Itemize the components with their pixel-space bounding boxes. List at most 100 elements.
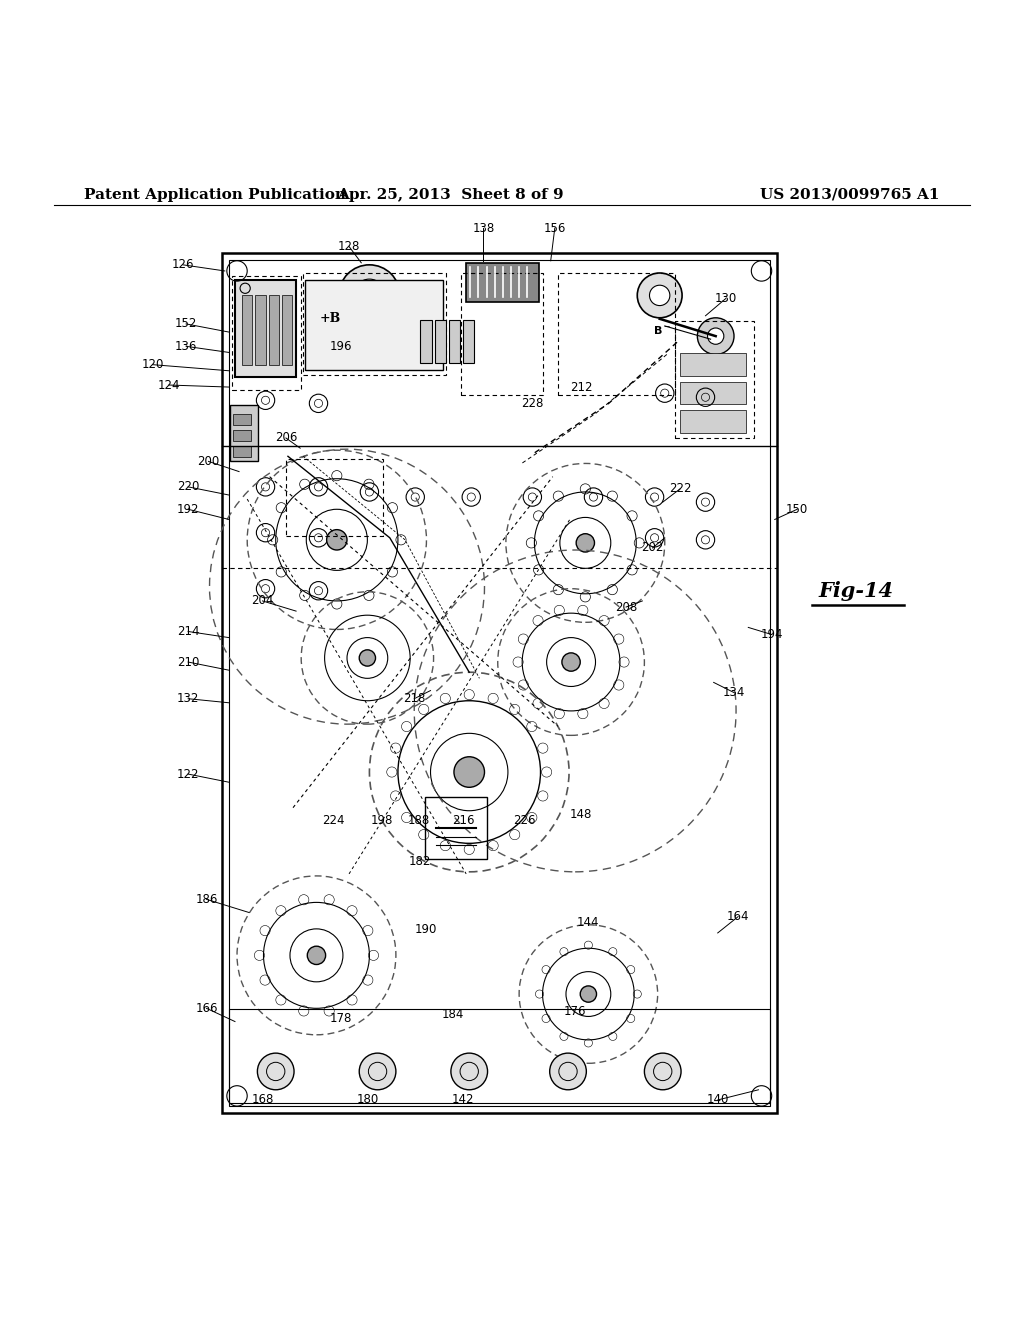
Text: 150: 150 bbox=[786, 503, 808, 516]
Text: US 2013/0099765 A1: US 2013/0099765 A1 bbox=[760, 187, 940, 202]
Text: 138: 138 bbox=[472, 222, 495, 235]
Text: 186: 186 bbox=[196, 892, 218, 906]
Circle shape bbox=[577, 533, 595, 552]
Text: 130: 130 bbox=[715, 292, 737, 305]
Text: 216: 216 bbox=[452, 814, 474, 828]
Text: Patent Application Publication: Patent Application Publication bbox=[84, 187, 346, 202]
Bar bbox=[675, 321, 755, 438]
Bar bbox=[268, 296, 279, 364]
Bar bbox=[303, 273, 445, 375]
Circle shape bbox=[581, 986, 597, 1002]
Circle shape bbox=[359, 1053, 396, 1090]
Text: 214: 214 bbox=[177, 624, 200, 638]
Text: 142: 142 bbox=[452, 1093, 474, 1106]
Text: 194: 194 bbox=[761, 628, 783, 642]
Text: 134: 134 bbox=[723, 686, 745, 700]
Text: Apr. 25, 2013  Sheet 8 of 9: Apr. 25, 2013 Sheet 8 of 9 bbox=[338, 187, 564, 202]
Text: 210: 210 bbox=[177, 656, 200, 668]
Bar bbox=[232, 413, 251, 425]
Bar bbox=[420, 319, 431, 363]
Text: 200: 200 bbox=[198, 455, 219, 467]
Text: 212: 212 bbox=[570, 380, 593, 393]
Bar bbox=[680, 381, 746, 404]
Circle shape bbox=[649, 285, 670, 306]
Bar bbox=[230, 405, 258, 462]
Bar bbox=[680, 354, 746, 376]
Bar bbox=[231, 276, 301, 391]
Text: 156: 156 bbox=[544, 222, 566, 235]
Text: 166: 166 bbox=[196, 1002, 218, 1015]
Bar bbox=[425, 797, 486, 858]
Text: 206: 206 bbox=[274, 432, 297, 445]
Circle shape bbox=[562, 653, 581, 671]
Circle shape bbox=[697, 318, 734, 355]
Text: 182: 182 bbox=[410, 855, 431, 869]
Bar bbox=[234, 280, 296, 378]
Bar bbox=[286, 459, 383, 536]
Bar bbox=[434, 319, 445, 363]
Text: 178: 178 bbox=[330, 1012, 352, 1026]
Bar bbox=[232, 430, 251, 441]
Text: 122: 122 bbox=[177, 767, 200, 780]
Bar bbox=[466, 263, 540, 301]
Bar bbox=[232, 446, 251, 457]
Circle shape bbox=[364, 289, 376, 301]
Text: 220: 220 bbox=[177, 480, 200, 494]
Circle shape bbox=[327, 529, 347, 550]
Bar bbox=[305, 280, 442, 370]
Bar bbox=[229, 1010, 770, 1104]
Bar bbox=[680, 411, 746, 433]
Text: 136: 136 bbox=[175, 339, 198, 352]
Text: +B: +B bbox=[321, 312, 341, 325]
Circle shape bbox=[637, 273, 682, 318]
Text: 128: 128 bbox=[338, 240, 360, 253]
Text: 152: 152 bbox=[175, 317, 198, 330]
Text: 140: 140 bbox=[707, 1093, 729, 1106]
Text: 132: 132 bbox=[177, 692, 200, 705]
Text: 202: 202 bbox=[641, 541, 664, 554]
Text: 168: 168 bbox=[251, 1093, 273, 1106]
Text: 164: 164 bbox=[727, 911, 750, 923]
Text: 196: 196 bbox=[330, 339, 352, 352]
Text: 228: 228 bbox=[521, 397, 544, 409]
Circle shape bbox=[454, 756, 484, 787]
Circle shape bbox=[550, 1053, 587, 1090]
Text: 190: 190 bbox=[415, 924, 436, 936]
Text: 188: 188 bbox=[408, 814, 429, 828]
Text: 144: 144 bbox=[578, 916, 600, 929]
Text: Fig-14: Fig-14 bbox=[819, 581, 894, 601]
Bar bbox=[282, 296, 292, 364]
Bar bbox=[558, 273, 675, 395]
Text: 176: 176 bbox=[564, 1005, 587, 1018]
Text: 224: 224 bbox=[323, 814, 345, 828]
Circle shape bbox=[353, 279, 386, 312]
Bar bbox=[255, 296, 265, 364]
Text: 126: 126 bbox=[172, 259, 195, 272]
Circle shape bbox=[359, 649, 376, 667]
Circle shape bbox=[644, 1053, 681, 1090]
Text: 120: 120 bbox=[141, 358, 164, 371]
Bar bbox=[463, 319, 474, 363]
Text: 180: 180 bbox=[356, 1093, 379, 1106]
Circle shape bbox=[708, 327, 724, 345]
Bar bbox=[242, 296, 252, 364]
Circle shape bbox=[307, 946, 326, 965]
Bar bbox=[461, 273, 543, 395]
Bar bbox=[222, 252, 777, 1113]
Text: 204: 204 bbox=[251, 594, 273, 607]
Bar bbox=[449, 319, 460, 363]
Text: 208: 208 bbox=[615, 601, 637, 614]
Text: 222: 222 bbox=[669, 482, 691, 495]
Text: 192: 192 bbox=[177, 503, 200, 516]
Text: 198: 198 bbox=[371, 814, 393, 828]
Bar bbox=[229, 260, 770, 1106]
Text: B$^-$: B$^-$ bbox=[652, 325, 671, 337]
Text: 124: 124 bbox=[158, 379, 180, 392]
Text: 218: 218 bbox=[403, 692, 425, 705]
Circle shape bbox=[339, 265, 400, 326]
Text: 184: 184 bbox=[441, 1008, 464, 1020]
Text: 226: 226 bbox=[513, 814, 536, 828]
Text: 148: 148 bbox=[570, 808, 593, 821]
Circle shape bbox=[257, 1053, 294, 1090]
Circle shape bbox=[451, 1053, 487, 1090]
